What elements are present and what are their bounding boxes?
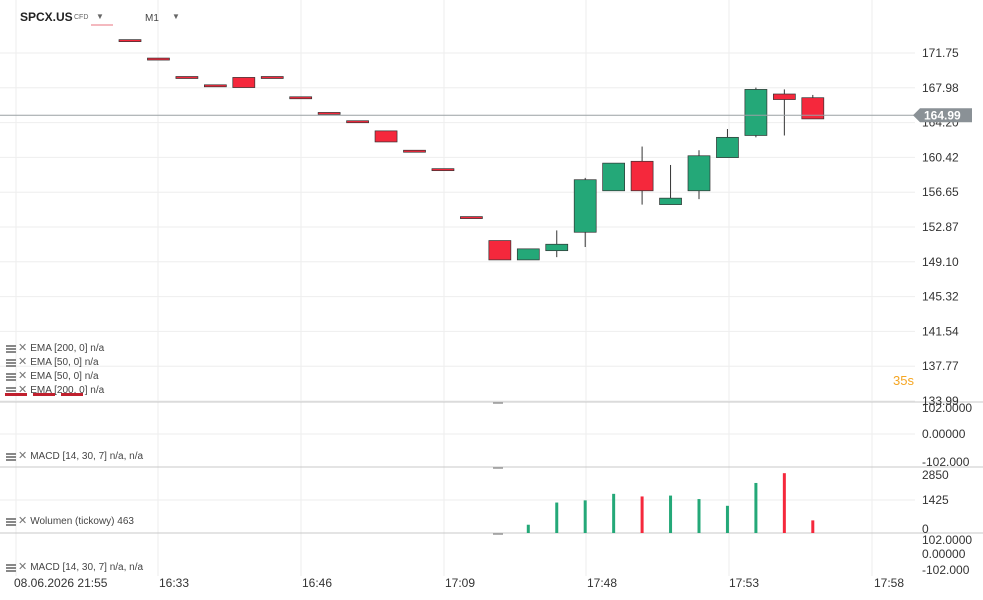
current-price-tag [913,108,972,123]
settings-icon[interactable] [6,358,16,367]
candle-body [260,76,284,79]
settings-icon[interactable] [6,563,16,572]
price-tick-label: 167.98 [922,81,959,95]
settings-icon[interactable] [6,517,16,526]
candle-body [630,160,654,192]
settings-icon[interactable] [6,452,16,461]
macd2-panel-label[interactable]: ✕ MACD [14, 30, 7] n/a, n/a [6,561,143,574]
indicator-row[interactable]: ✕ EMA [50, 0] n/a [6,370,99,383]
macd-panel-label[interactable]: ✕ MACD [14, 30, 7] n/a, n/a [6,450,143,463]
volume-bar [725,505,729,533]
asset-class-label: CFD [74,14,89,21]
volume-bar [697,499,701,533]
candle-body [232,77,256,88]
volume-bar [782,473,786,533]
candle-body [403,149,426,153]
symbol-underline [91,24,113,26]
candle-body [175,76,199,79]
candle-body [659,197,682,205]
caret-down-icon[interactable]: ▼ [96,12,104,21]
timeframe-selector[interactable]: M1 [145,13,159,24]
volume-bar [811,520,815,533]
candle-timer: 35s [893,373,914,388]
close-icon[interactable]: ✕ [18,561,28,574]
candle-body [687,155,711,192]
volume-bar [555,502,559,533]
settings-icon[interactable] [6,386,16,395]
indicator-row[interactable]: ✕ EMA [200, 0] n/a [6,342,104,355]
macd2-tick-label: -102.000 [922,563,970,577]
volume-bar [640,496,644,533]
x-axis-label: 08.06.2026 21:55 [14,576,108,590]
x-axis-label: 17:09 [445,576,476,590]
ema-color-lines [5,393,87,396]
x-axis-label: 17:53 [729,576,760,590]
price-tick-label: 152.87 [922,220,959,234]
volume-bar [669,495,673,533]
candle-body [772,93,796,100]
x-axis-label: 16:33 [159,576,190,590]
candle-body [573,179,597,233]
price-tick-label: 160.42 [922,150,959,164]
indicator-row[interactable]: ✕ EMA [50, 0] n/a [6,356,99,369]
close-icon[interactable]: ✕ [18,515,28,528]
candle-body [317,112,341,115]
indicator-row[interactable]: ✕ EMA [200, 0] n/a [6,384,104,397]
candle-body [118,39,142,42]
volume-panel-label[interactable]: ✕ Wolumen (tickowy) 463 [6,515,134,528]
close-icon[interactable]: ✕ [18,384,28,397]
settings-icon[interactable] [6,372,16,381]
price-tick-label: 137.77 [922,359,959,373]
close-icon[interactable]: ✕ [18,356,28,369]
price-tick-label: 145.32 [922,290,959,304]
candle-body [516,248,540,261]
candle-body [460,216,483,219]
x-axis-label: 17:58 [874,576,905,590]
x-axis-label: 17:48 [587,576,618,590]
volume-bar [754,482,758,533]
volume-bar [526,524,530,533]
candle-body [374,130,398,143]
x-axis-label: 16:46 [302,576,333,590]
macd-tick-label: -102.000 [922,455,970,469]
candle-body [289,96,313,100]
close-icon[interactable]: ✕ [18,342,28,355]
candle-body [744,89,768,136]
price-tick-label: 141.54 [922,324,959,338]
candle-body [602,162,626,192]
macd-tick-label: 102.0000 [922,401,972,415]
volume-bar [583,500,587,533]
candle-body [801,97,825,120]
candle-body [716,136,739,158]
close-icon[interactable]: ✕ [18,370,28,383]
candle-body [545,243,569,252]
candle-body [346,120,369,124]
macd2-tick-label: 102.0000 [922,533,972,547]
candle-body [431,168,455,172]
current-price-value: 164.99 [924,108,961,122]
macd-tick-label: 0.00000 [922,427,966,441]
caret-down-icon[interactable]: ▼ [172,12,180,21]
price-tick-label: 156.65 [922,185,959,199]
close-icon[interactable]: ✕ [18,450,28,463]
settings-icon[interactable] [6,344,16,353]
price-tick-label: 149.10 [922,255,959,269]
volume-tick-label: 2850 [922,468,949,482]
volume-tick-label: 1425 [922,493,949,507]
symbol-selector[interactable]: SPCX.US [20,10,73,24]
candle-body [204,84,227,88]
volume-bar [612,493,616,533]
candle-body [488,240,512,261]
candle-body [147,57,170,61]
volume-tick-label: 0 [922,522,929,536]
price-tick-label: 133.99 [922,394,959,408]
macd2-tick-label: 0.00000 [922,547,966,561]
price-tick-label: 171.75 [922,46,959,60]
